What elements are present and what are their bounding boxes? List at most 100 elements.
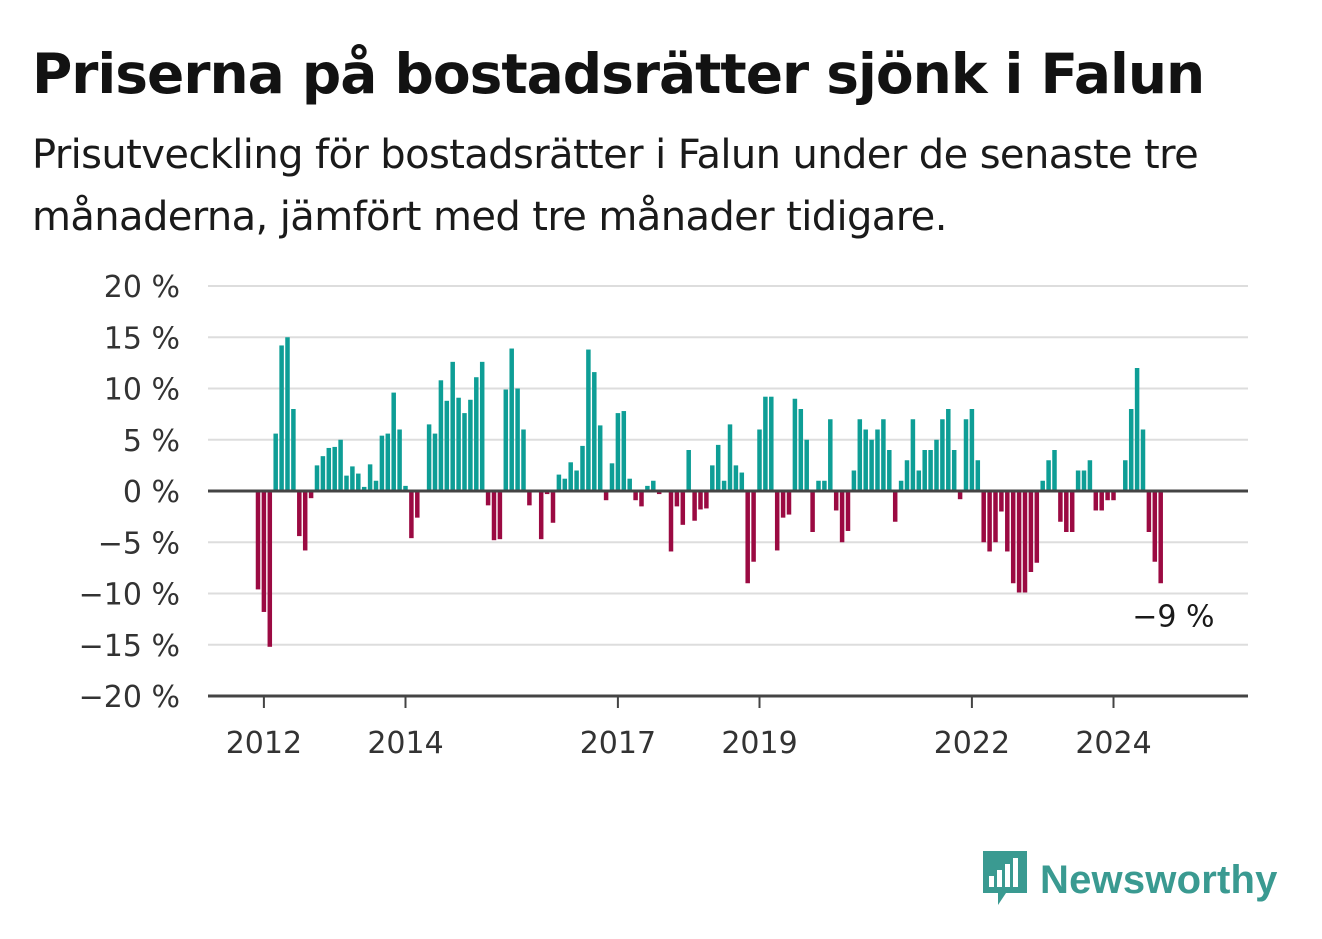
- newsworthy-logo: Newsworthy: [980, 848, 1278, 912]
- bar: [302, 491, 308, 551]
- y-tick-label: 0 %: [123, 475, 180, 510]
- bar: [951, 450, 957, 491]
- bar: [385, 433, 391, 491]
- bar: [887, 450, 892, 491]
- bar: [904, 460, 910, 491]
- bar: [651, 480, 656, 491]
- bar: [562, 478, 568, 491]
- bar: [1075, 470, 1081, 491]
- bar: [1134, 368, 1140, 491]
- bar: [468, 399, 473, 491]
- bar: [279, 345, 284, 491]
- bar: [692, 491, 697, 521]
- bar: [922, 450, 927, 491]
- y-tick-label: −5 %: [98, 526, 180, 561]
- bar: [686, 450, 691, 491]
- bar: [1046, 460, 1051, 491]
- bar: [704, 491, 709, 509]
- brand-name: Newsworthy: [1040, 857, 1278, 902]
- bar: [780, 491, 786, 518]
- bar: [863, 429, 868, 491]
- bar: [1040, 480, 1045, 491]
- bar: [261, 491, 267, 612]
- bar: [479, 361, 485, 491]
- bar: [757, 429, 762, 491]
- bar: [320, 456, 326, 491]
- bar: [792, 398, 798, 491]
- bar: [344, 475, 349, 492]
- bar: [314, 465, 320, 492]
- bar: [544, 491, 550, 495]
- y-tick-label: 10 %: [104, 373, 180, 408]
- last-value-annotation: −9 %: [1128, 595, 1218, 638]
- bar: [297, 491, 302, 537]
- bar: [615, 413, 621, 491]
- bar: [1005, 491, 1010, 552]
- bar: [1111, 491, 1116, 501]
- bar: [875, 429, 880, 491]
- bar: [338, 439, 343, 491]
- bar: [816, 480, 821, 491]
- bar: [698, 491, 703, 510]
- bar: [1028, 491, 1034, 572]
- bar: [839, 491, 845, 543]
- bar: [869, 439, 874, 491]
- bar: [1152, 491, 1158, 562]
- bar: [267, 491, 273, 647]
- bar: [963, 419, 969, 491]
- bar: [774, 491, 780, 551]
- bar-chart-speech-bubble-icon: [980, 848, 1030, 912]
- bar: [273, 433, 278, 491]
- bar: [509, 348, 514, 491]
- y-tick-label: 5 %: [123, 424, 180, 459]
- y-tick-label: 20 %: [104, 270, 180, 305]
- bar: [969, 409, 975, 491]
- bar: [733, 465, 739, 492]
- bar: [763, 396, 768, 491]
- bar: [485, 491, 491, 506]
- bar: [609, 463, 615, 491]
- bar: [1093, 491, 1099, 511]
- bar: [491, 491, 497, 541]
- bar: [674, 491, 680, 507]
- bars: [255, 337, 1163, 647]
- bar: [845, 491, 851, 531]
- bar: [1022, 491, 1028, 593]
- bar: [1064, 491, 1069, 532]
- y-tick-label: 15 %: [104, 321, 180, 356]
- bar: [987, 491, 992, 552]
- bar: [715, 444, 721, 492]
- bar: [822, 480, 827, 491]
- bar: [592, 372, 597, 491]
- bar: [586, 349, 591, 491]
- bar: [1069, 491, 1075, 532]
- bar: [432, 433, 438, 491]
- bar: [851, 470, 857, 491]
- x-tick-label: 2019: [721, 726, 797, 761]
- y-tick-label: −15 %: [79, 629, 180, 664]
- bar: [1099, 491, 1104, 511]
- bar: [415, 491, 420, 518]
- bar: [1128, 409, 1134, 491]
- x-tick-label: 2017: [580, 726, 656, 761]
- bar: [367, 464, 373, 491]
- bar: [928, 450, 933, 491]
- x-tick-label: 2014: [367, 726, 443, 761]
- bar: [527, 491, 532, 506]
- chart-title: Priserna på bostadsrätter sjönk i Falun: [32, 42, 1205, 106]
- bar: [409, 491, 414, 539]
- bar: [308, 491, 314, 499]
- bar: [521, 429, 526, 491]
- annotation-label: −9 %: [1132, 599, 1214, 634]
- bar: [1158, 491, 1163, 584]
- y-tick-label: −10 %: [79, 578, 180, 613]
- bar: [373, 480, 379, 491]
- bar: [1010, 491, 1016, 584]
- bar: [727, 424, 733, 492]
- bar: [538, 491, 544, 540]
- bar: [450, 361, 455, 491]
- bar: [680, 491, 686, 525]
- bar: [603, 491, 609, 501]
- bar: [769, 396, 774, 491]
- bar: [633, 491, 638, 501]
